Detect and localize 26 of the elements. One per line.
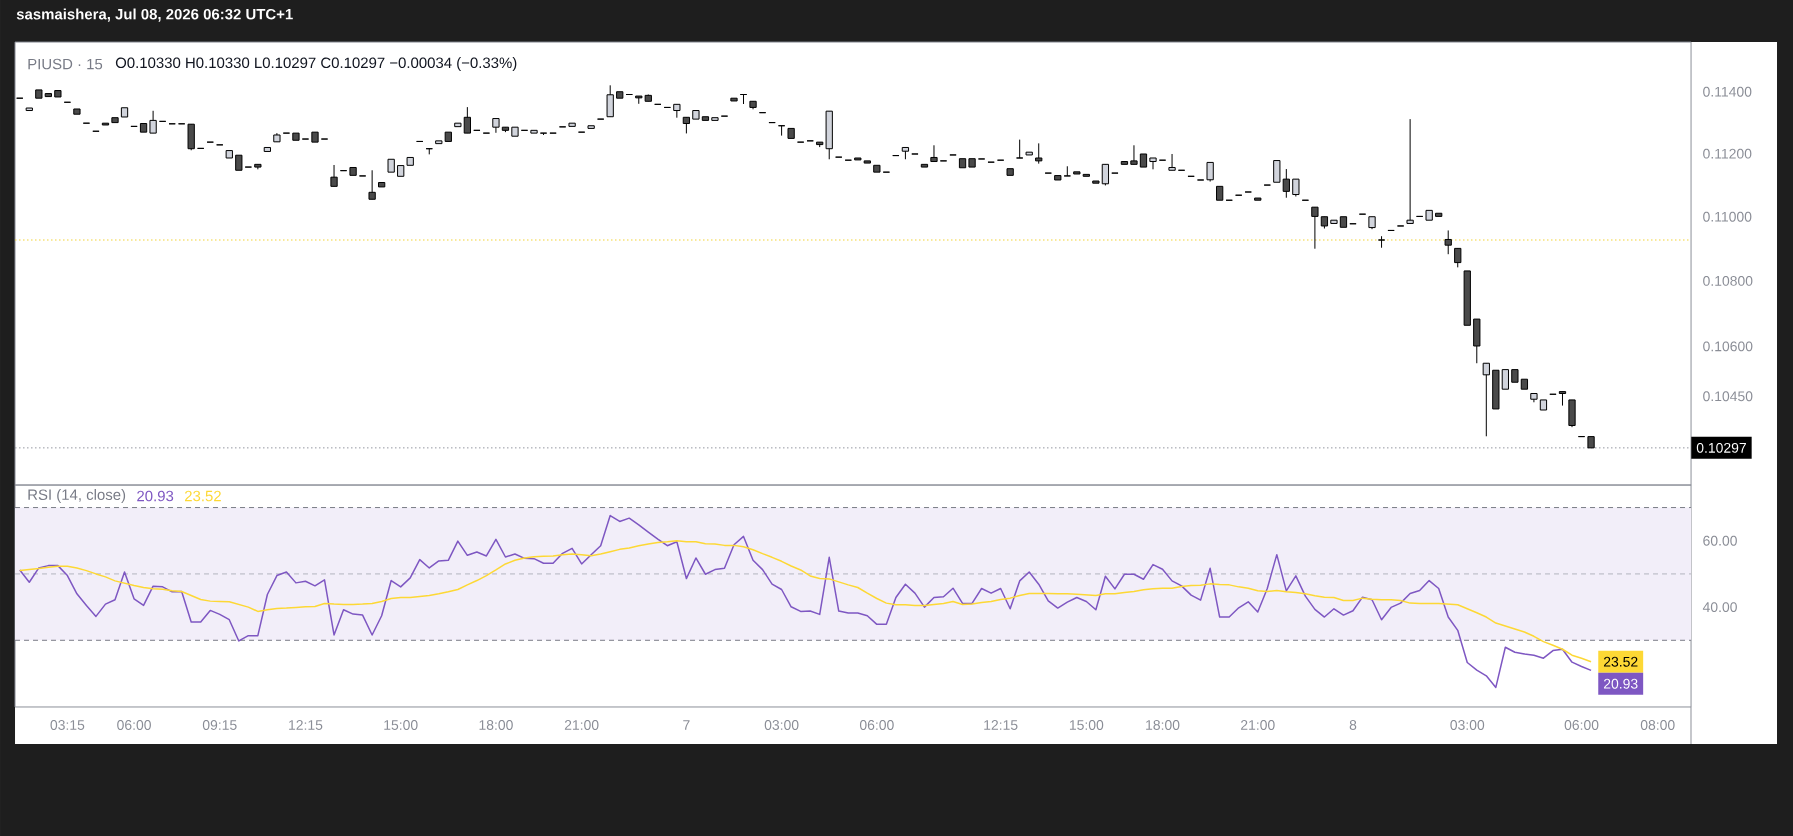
x-tick-label: 12:15 [984,720,1018,730]
x-tick-label: 06:00 [1564,720,1599,730]
x-tick-label: 03:00 [1450,720,1485,730]
y-tick-label: 60.00 [1703,535,1737,546]
x-tick-label: 12:15 [289,720,323,730]
x-tick-label: 8 [1349,720,1357,730]
data-label: 23.52 [1603,656,1638,667]
x-tick-label: 15:00 [384,720,418,730]
x-tick-label: 21:00 [1241,720,1275,730]
x-tick-label: 06:00 [859,720,894,730]
x-tick-label: 09:15 [202,720,237,730]
x-tick-label: 06:00 [117,720,151,730]
x-tick-label: 08:00 [1640,720,1675,730]
x-tick-label: 21:00 [564,720,599,730]
x-tick-label: 03:15 [50,720,85,730]
x-tick-label: 18:00 [479,720,513,730]
line-series [19,514,1592,689]
y-tick-label: 40.00 [1702,602,1737,613]
x-tick-label: 7 [683,720,690,730]
text: 20.93 [137,490,174,502]
x-tick-label: 03:00 [764,720,799,730]
x-tick-label: 15:00 [1069,720,1104,730]
text: 23.52 [184,490,221,502]
x-tick-label: 18:00 [1146,720,1180,730]
legend-title: RSI (14, close) [28,489,126,503]
data-label: 20.93 [1603,678,1638,689]
